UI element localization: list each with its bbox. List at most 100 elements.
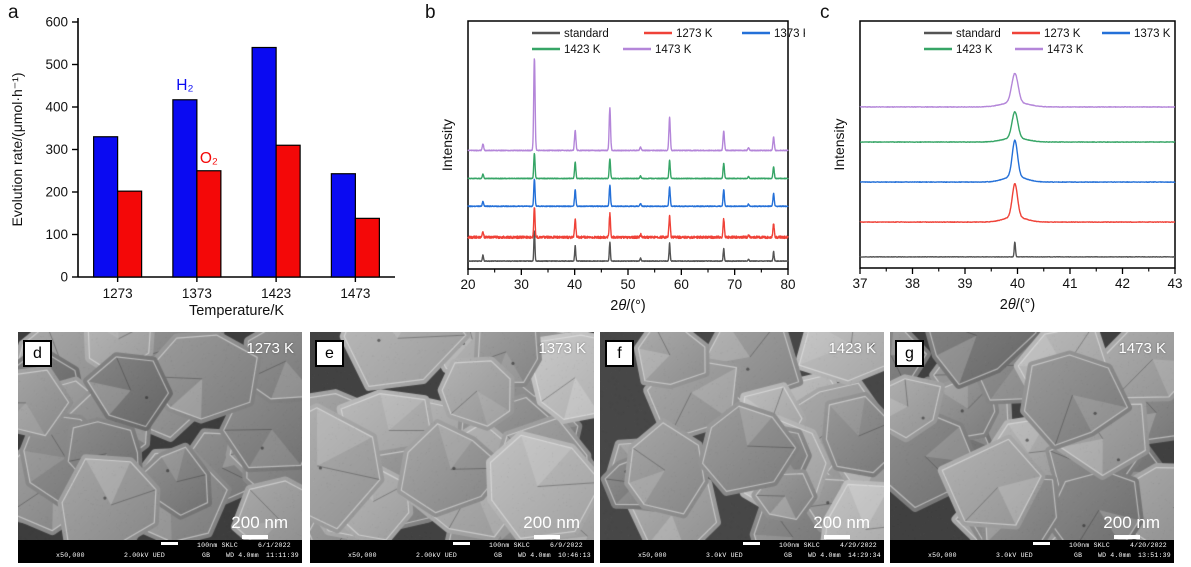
x-tick-label: 37 bbox=[852, 276, 867, 291]
footer-voltage: 2.00kV UED bbox=[124, 552, 166, 559]
legend-label-1373-k: 1373 K bbox=[774, 28, 805, 40]
bar-o2-1473 bbox=[354, 217, 380, 278]
bar-o2-1373 bbox=[196, 170, 222, 278]
sem-image bbox=[18, 332, 302, 540]
xrd-trace-1423-k bbox=[467, 152, 789, 180]
footer-gb: GB bbox=[494, 552, 503, 559]
xrd-trace-1473-k bbox=[467, 58, 789, 152]
bar-o2-1273 bbox=[117, 190, 143, 278]
panel-label-d: d bbox=[23, 340, 52, 367]
sem-info-bar: 100nm SKLC 4/20/2022 x50,000 3.0kV UED GB WD … bbox=[890, 540, 1174, 563]
bar-h2-1423 bbox=[251, 46, 277, 278]
bar-h2-1473 bbox=[330, 173, 356, 278]
footer-scale-bar bbox=[1033, 542, 1050, 545]
x-tick-label: 42 bbox=[1115, 276, 1130, 291]
bar-chart-svg: 0 100 200 300 400 500 600 Evolution rate/(μmol·… bbox=[9, 15, 395, 319]
panel-label-g: g bbox=[895, 340, 924, 367]
panel-c: c 37 38 39 40 41 42 43 Intensity 2θ/(°) standard 1… bbox=[805, 0, 1191, 328]
bar-h2-1373 bbox=[172, 99, 198, 278]
x-tick-label: 1273 bbox=[103, 286, 133, 301]
y-axis-title: Evolution rate/(μmol·h⁻¹) bbox=[9, 73, 25, 227]
footer-gb: GB bbox=[784, 552, 793, 559]
footer-working-distance: WD 4.0mm bbox=[518, 552, 551, 559]
xrd-trace-standard bbox=[859, 241, 1176, 258]
xrd-chart-svg-b: 20 30 40 50 60 70 80 Intensity 2θ/(°) standard 127… bbox=[439, 20, 805, 314]
panel-label-b: b bbox=[425, 2, 436, 23]
footer-scale-bar bbox=[161, 542, 178, 545]
footer-date: 6/1/2022 bbox=[258, 542, 291, 549]
xrd-trace-standard bbox=[467, 230, 789, 263]
footer-voltage: 3.0kV UED bbox=[706, 552, 743, 559]
footer-scale: 100nm SKLC bbox=[779, 542, 821, 549]
panel-label-a: a bbox=[8, 2, 19, 23]
sem-image bbox=[600, 332, 884, 540]
footer-magnification: x50,000 bbox=[56, 552, 85, 559]
footer-voltage: 3.0kV UED bbox=[996, 552, 1033, 559]
footer-time: 11:11:39 bbox=[266, 552, 299, 559]
footer-working-distance: WD 4.0mm bbox=[808, 552, 841, 559]
y-tick-label: 100 bbox=[45, 227, 68, 242]
x-axis-title: 2θ/(°) bbox=[1000, 297, 1035, 313]
legend-label-1423-k: 1423 K bbox=[956, 44, 993, 56]
footer-gb: GB bbox=[1074, 552, 1083, 559]
bar-chart-evolution-rate: 0 100 200 300 400 500 600 Evolution rate/(μmol·… bbox=[0, 0, 415, 328]
x-axis-title: Temperature/K bbox=[189, 303, 284, 319]
scale-bar bbox=[534, 535, 560, 539]
sem-info-bar: 100nm SKLC 6/9/2022 x50,000 2.00kV UED GB WD … bbox=[310, 540, 594, 563]
xrd-trace-1273-k bbox=[467, 207, 789, 240]
xrd-trace-1373-k bbox=[467, 178, 789, 208]
x-axis-title: 2θ/(°) bbox=[610, 298, 645, 314]
y-tick-label: 500 bbox=[45, 57, 68, 72]
sem-panel-f: f 1423 K 200 nm 100nm SKLC 4/29/2022 x50,000 3… bbox=[600, 332, 884, 563]
footer-magnification: x50,000 bbox=[928, 552, 957, 559]
xrd-trace-1273-k bbox=[859, 183, 1176, 223]
sem-panel-d: d 1273 K 200 nm 100nm SKLC 6/1/2022 x50,000 2.… bbox=[18, 332, 302, 563]
footer-voltage: 2.00kV UED bbox=[416, 552, 458, 559]
series-annotation-o2: O₂ bbox=[200, 150, 218, 167]
footer-working-distance: WD 4.0mm bbox=[1098, 552, 1131, 559]
xrd-trace-1423-k bbox=[859, 111, 1176, 143]
temperature-label: 1423 K bbox=[828, 340, 876, 357]
temperature-label: 1273 K bbox=[246, 340, 294, 357]
x-tick-label: 20 bbox=[460, 277, 475, 292]
y-axis-title: Intensity bbox=[831, 118, 847, 170]
x-tick-label: 70 bbox=[727, 277, 742, 292]
sem-image bbox=[310, 332, 594, 540]
xrd-trace-1473-k bbox=[859, 72, 1176, 108]
x-tick-label: 38 bbox=[905, 276, 920, 291]
scale-bar-label: 200 nm bbox=[231, 513, 288, 532]
panel-label-c: c bbox=[820, 2, 830, 23]
temperature-label: 1373 K bbox=[538, 340, 586, 357]
bar-o2-1423 bbox=[275, 144, 301, 278]
footer-scale: 100nm SKLC bbox=[1069, 542, 1111, 549]
footer-scale: 100nm SKLC bbox=[489, 542, 531, 549]
sem-panel-g: g 1473 K 200 nm 100nm SKLC 4/20/2022 x50,000 3… bbox=[890, 332, 1174, 563]
y-tick-label: 300 bbox=[45, 142, 68, 157]
series-annotation-h2: H₂ bbox=[176, 77, 193, 94]
x-tick-label: 30 bbox=[514, 277, 529, 292]
y-tick-label: 600 bbox=[45, 15, 68, 30]
x-tick-label: 50 bbox=[620, 277, 635, 292]
legend-label-1473-k: 1473 K bbox=[1047, 44, 1084, 56]
footer-date: 4/29/2022 bbox=[840, 542, 877, 549]
sem-info-bar: 100nm SKLC 6/1/2022 x50,000 2.00kV UED GB WD … bbox=[18, 540, 302, 563]
xrd-trace-1373-k bbox=[859, 139, 1176, 183]
scale-bar-label: 200 nm bbox=[1103, 513, 1160, 532]
bar-h2-1273 bbox=[93, 136, 119, 278]
x-tick-label: 1373 bbox=[182, 286, 212, 301]
scale-bar-label: 200 nm bbox=[813, 513, 870, 532]
x-tick-label: 60 bbox=[674, 277, 689, 292]
legend-label-1373-k: 1373 K bbox=[1134, 28, 1171, 40]
footer-time: 13:51:39 bbox=[1138, 552, 1171, 559]
y-axis-title: Intensity bbox=[439, 119, 455, 171]
footer-date: 6/9/2022 bbox=[550, 542, 583, 549]
x-tick-label: 1423 bbox=[261, 286, 291, 301]
scale-bar bbox=[1114, 535, 1140, 539]
xrd-chart-svg-c: 37 38 39 40 41 42 43 Intensity 2θ/(°) standard 127… bbox=[831, 20, 1183, 313]
x-tick-label: 40 bbox=[567, 277, 582, 292]
x-tick-label: 1473 bbox=[340, 286, 370, 301]
plot-border bbox=[859, 20, 1176, 269]
footer-date: 4/20/2022 bbox=[1130, 542, 1167, 549]
x-tick-label: 40 bbox=[1010, 276, 1025, 291]
y-tick-label: 0 bbox=[60, 270, 68, 285]
